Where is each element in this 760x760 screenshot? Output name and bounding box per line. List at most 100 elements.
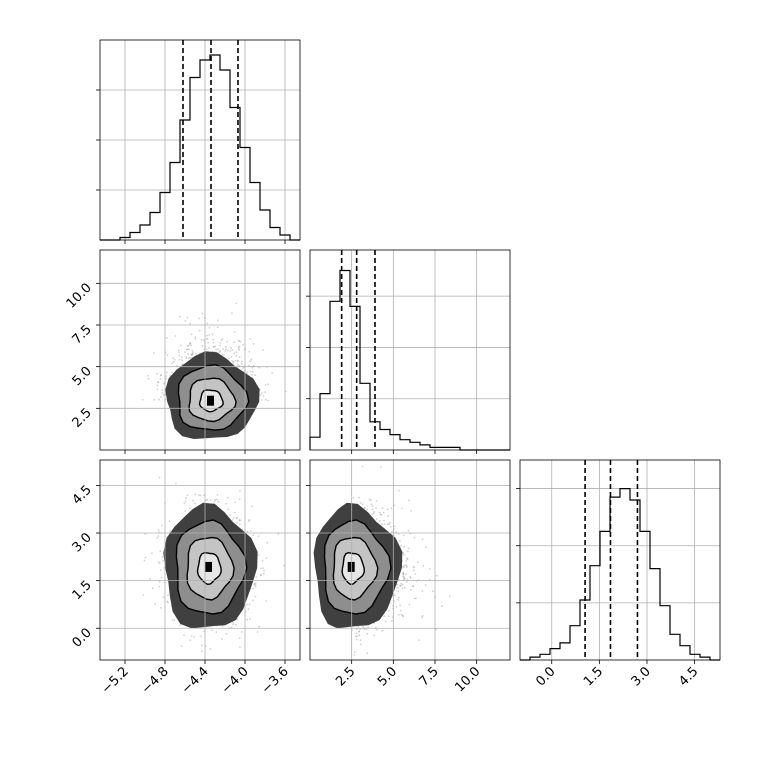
sample-point (362, 625, 364, 628)
histogram-step (520, 488, 720, 661)
sample-point (386, 523, 389, 526)
sample-point (380, 466, 382, 468)
sample-point (256, 631, 259, 633)
sample-point (266, 541, 269, 544)
sample-point (162, 596, 165, 599)
sample-point (237, 347, 240, 350)
sample-point (212, 338, 215, 341)
sample-point (262, 395, 265, 397)
sample-point (179, 624, 181, 626)
sample-point (263, 569, 265, 572)
sample-point (199, 635, 202, 638)
sample-point (400, 613, 403, 616)
panel-frame (99, 249, 301, 451)
sample-point (219, 349, 221, 352)
sample-point (248, 519, 251, 521)
sample-point (203, 339, 205, 341)
sample-point (202, 494, 205, 496)
sample-point (239, 519, 242, 522)
sample-point (186, 494, 189, 497)
sample-point (371, 513, 374, 516)
sample-point (183, 634, 185, 637)
sample-point (211, 629, 214, 631)
sample-point (222, 354, 225, 356)
sample-point (144, 533, 147, 535)
sample-point (432, 590, 434, 593)
sample-point (371, 505, 374, 507)
sample-point (217, 351, 220, 354)
sample-point (379, 511, 381, 514)
sample-point (238, 349, 241, 351)
sample-point (410, 510, 413, 512)
sample-point (172, 360, 175, 363)
sample-point (235, 351, 238, 353)
x-tick-label: 5.0 (375, 664, 400, 689)
sample-point (383, 523, 386, 525)
sample-point (184, 500, 187, 502)
sample-point (373, 622, 376, 625)
x-tick-label: 3.0 (629, 664, 654, 689)
sample-point (199, 494, 202, 497)
sample-point (194, 338, 197, 340)
sample-point (381, 629, 384, 632)
sample-point (171, 371, 174, 374)
x-tick-label: 4.5 (676, 664, 701, 689)
sample-point (380, 513, 382, 516)
sample-point (421, 538, 424, 541)
sample-point (267, 383, 269, 386)
sample-point (186, 348, 188, 351)
sample-point (216, 494, 219, 496)
sample-point (234, 359, 237, 362)
sample-point (205, 337, 208, 340)
sample-point (406, 578, 409, 581)
sample-point (238, 356, 241, 358)
sample-point (397, 599, 399, 601)
sample-point (380, 513, 382, 516)
sample-point (402, 578, 405, 581)
sample-point (220, 339, 223, 342)
sample-point (250, 358, 253, 361)
sample-point (233, 341, 236, 344)
sample-point (185, 497, 187, 500)
sample-point (264, 384, 267, 386)
sample-point (142, 594, 145, 596)
sample-point (214, 498, 217, 501)
sample-point (248, 519, 250, 522)
sample-point (257, 535, 260, 538)
sample-point (384, 620, 387, 623)
sample-point (401, 614, 404, 617)
sample-point (208, 334, 211, 336)
sample-point (230, 347, 233, 349)
sample-point (201, 312, 204, 315)
sample-point (387, 515, 389, 517)
sample-point (169, 530, 171, 532)
sample-point (167, 601, 169, 604)
sample-point (393, 594, 396, 597)
sample-point (402, 575, 405, 578)
x-tick-label: 2.5 (333, 664, 358, 689)
sample-point (265, 600, 267, 602)
sample-point (405, 566, 408, 569)
sample-point (397, 533, 400, 536)
sample-point (406, 557, 408, 560)
sample-point (201, 644, 203, 647)
sample-point (181, 359, 184, 361)
sample-point (251, 370, 254, 373)
contour-line (323, 519, 392, 615)
sample-point (405, 564, 408, 566)
sample-point (190, 353, 193, 356)
sample-point (393, 525, 396, 528)
sample-point (231, 349, 234, 351)
sample-point (226, 349, 229, 352)
sample-point (409, 576, 412, 578)
sample-point (156, 372, 159, 375)
sample-point (228, 514, 231, 516)
sample-point (228, 357, 230, 360)
sample-point (421, 616, 423, 619)
histogram-frame (99, 39, 301, 241)
sample-point (191, 353, 194, 356)
sample-point (369, 499, 372, 502)
sample-point (252, 599, 254, 602)
sample-point (361, 465, 364, 468)
